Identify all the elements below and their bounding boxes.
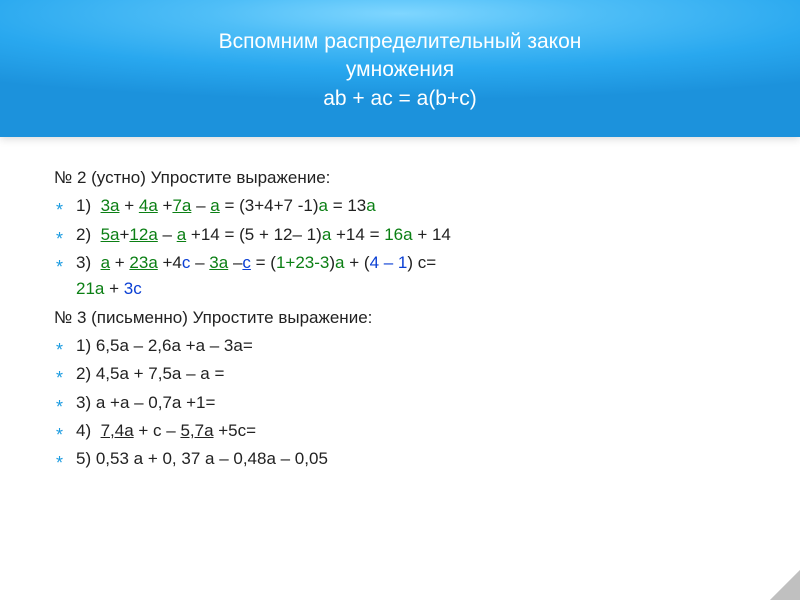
title-line-1: Вспомним распределительный закон	[40, 28, 760, 56]
slide: Вспомним распределительный закон умножен…	[0, 0, 800, 600]
ex3-line-3: 3) a +a – 0,7a +1=	[54, 390, 752, 416]
ex3-heading: № 3 (письменно) Упростите выражение:	[54, 305, 752, 331]
ex3-line-1: 1) 6,5a – 2,6a +a – 3a=	[54, 333, 752, 359]
ex3-line-2: 2) 4,5a + 7,5a – a =	[54, 361, 752, 387]
ex3-line-4: 4) 7,4a + c – 5,7a +5c=	[54, 418, 752, 444]
ex2-heading: № 2 (устно) Упростите выражение:	[54, 165, 752, 191]
slide-content: № 2 (устно) Упростите выражение: 1) 3a +…	[0, 137, 800, 495]
title-line-3: ab + ac = a(b+c)	[40, 85, 760, 113]
ex2-line-1: 1) 3a + 4a +7a – a = (3+4+7 -1)a = 13a	[54, 193, 752, 219]
ex3-line-5: 5) 0,53 a + 0, 37 a – 0,48a – 0,05	[54, 446, 752, 472]
page-curl-icon	[770, 570, 800, 600]
slide-title: Вспомним распределительный закон умножен…	[0, 0, 800, 137]
ex2-line-3: 3) a + 23a +4c – 3a –c = (1+23-3)a + (4 …	[54, 250, 752, 276]
title-line-2: умножения	[40, 56, 760, 84]
ex2-line-3b: 21a + 3c	[76, 276, 752, 302]
ex2-line-2: 2) 5a+12a – a +14 = (5 + 12– 1)a +14 = 1…	[54, 222, 752, 248]
